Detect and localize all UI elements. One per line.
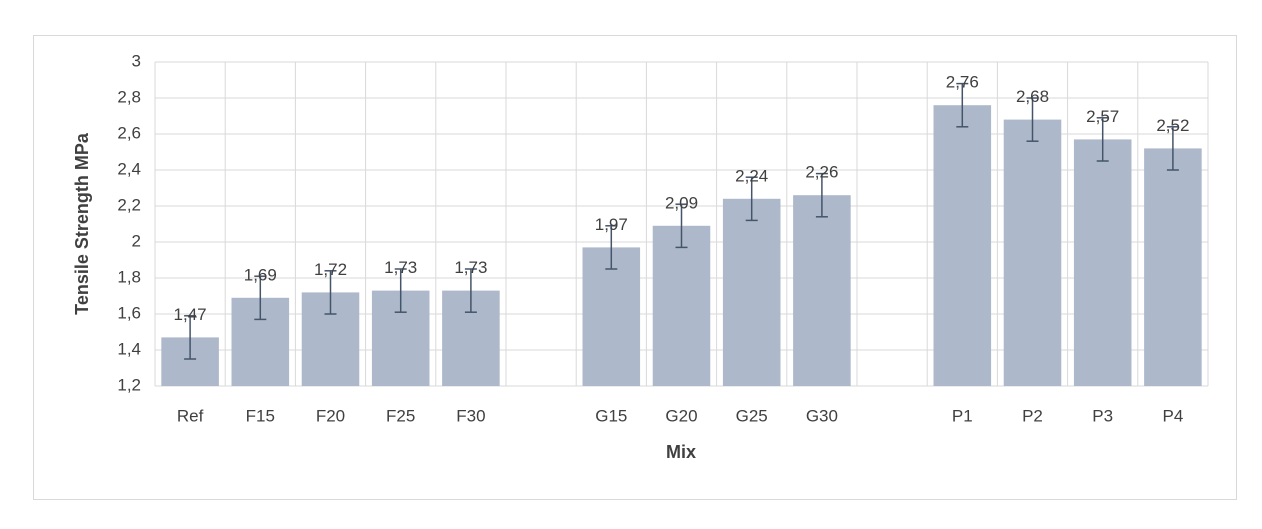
value-label: 1,47 <box>174 305 207 324</box>
value-label: 2,76 <box>946 73 979 92</box>
bar <box>582 247 641 386</box>
error-bar <box>745 176 758 222</box>
bar <box>722 198 781 386</box>
x-tick-label: F15 <box>246 406 275 425</box>
x-tick-label: P3 <box>1092 406 1113 425</box>
bar <box>1144 148 1202 386</box>
bar <box>793 195 851 386</box>
error-bar <box>675 203 688 249</box>
value-label: 1,97 <box>595 215 628 234</box>
value-label: 2,68 <box>1016 87 1049 106</box>
error-bar <box>956 82 969 128</box>
error-bar <box>1026 97 1039 142</box>
x-tick-label: P1 <box>952 406 973 425</box>
error-bar <box>605 225 618 270</box>
bar <box>1073 139 1132 386</box>
y-tick-label: 2 <box>132 231 141 250</box>
error-bar <box>254 275 267 321</box>
x-tick-label: G20 <box>665 406 697 425</box>
y-tick-label: 1,8 <box>117 267 141 286</box>
x-tick-label: P4 <box>1163 406 1184 425</box>
y-axis-title: Tensile Strength MPa <box>72 132 92 315</box>
y-tick-label: 2,6 <box>117 123 141 142</box>
x-tick-label: F25 <box>386 406 415 425</box>
error-bar <box>1166 126 1179 171</box>
bar <box>652 225 711 386</box>
error-bar <box>394 268 407 313</box>
y-tick-label: 3 <box>132 51 141 70</box>
value-label: 1,72 <box>314 260 347 279</box>
y-tick-label: 1,2 <box>117 375 141 394</box>
x-tick-label: Ref <box>177 406 204 425</box>
value-label: 2,26 <box>805 163 838 182</box>
y-tick-label: 2,8 <box>117 87 141 106</box>
x-tick-label: G30 <box>806 406 838 425</box>
x-axis-title: Mix <box>666 442 696 462</box>
x-tick-label: G15 <box>595 406 627 425</box>
value-label: 2,24 <box>735 166 768 185</box>
value-label: 2,09 <box>665 193 698 212</box>
error-bar <box>815 172 828 218</box>
y-tick-label: 1,4 <box>117 339 141 358</box>
bar <box>933 105 992 386</box>
x-tick-label: P2 <box>1022 406 1043 425</box>
value-label: 1,73 <box>384 258 417 277</box>
x-tick-label: G25 <box>736 406 768 425</box>
value-label: 2,57 <box>1086 107 1119 126</box>
y-tick-label: 2,2 <box>117 195 141 214</box>
bar <box>1003 119 1062 386</box>
error-bar <box>1096 117 1109 162</box>
x-tick-label: F20 <box>316 406 345 425</box>
error-bar <box>324 270 337 315</box>
value-label: 2,52 <box>1156 116 1189 135</box>
y-tick-label: 2,4 <box>117 159 141 178</box>
y-tick-label: 1,6 <box>117 303 141 322</box>
error-bar <box>464 268 477 313</box>
error-bar <box>184 315 197 360</box>
value-label: 1,73 <box>454 258 487 277</box>
x-tick-label: F30 <box>456 406 485 425</box>
value-label: 1,69 <box>244 265 277 284</box>
